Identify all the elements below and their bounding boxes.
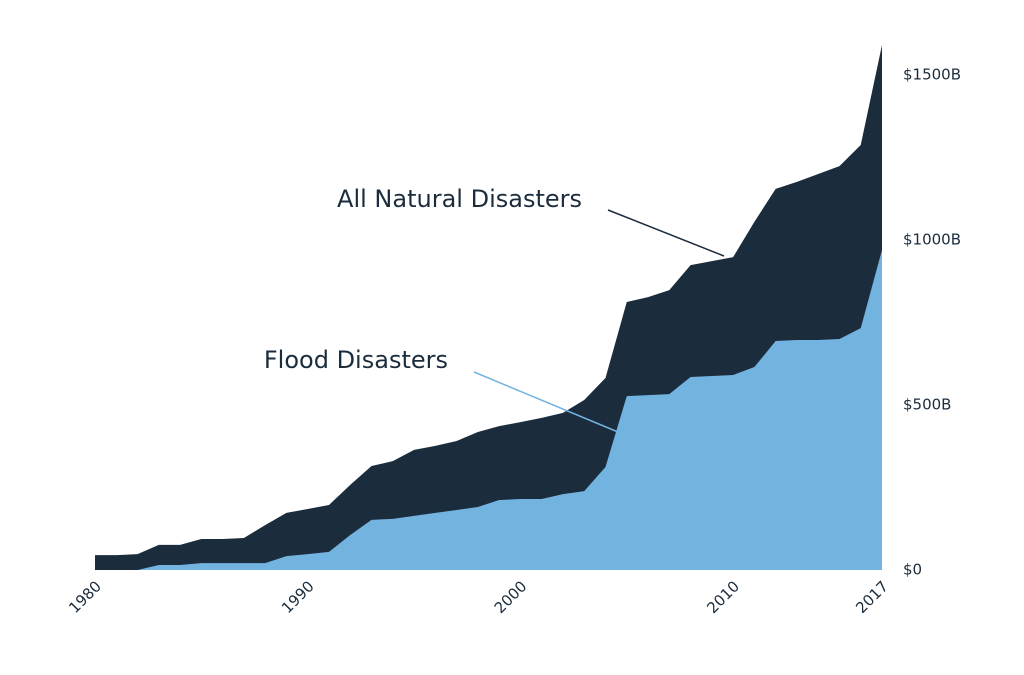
- x-tick-label: 2000: [491, 577, 531, 617]
- series-annotation: All Natural Disasters: [337, 185, 582, 213]
- y-tick-label: $1000B: [903, 231, 961, 249]
- y-tick-label: $0: [903, 561, 922, 579]
- y-tick-label: $1500B: [903, 66, 961, 84]
- y-tick-label: $500B: [903, 396, 951, 414]
- plot-area: [95, 44, 882, 571]
- series-annotation: Flood Disasters: [264, 346, 448, 374]
- x-tick-label: 1980: [65, 577, 105, 617]
- x-tick-label: 2017: [852, 577, 892, 617]
- leader-line: [473, 371, 619, 433]
- leader-line: [607, 209, 725, 257]
- series-area: [95, 249, 882, 570]
- x-tick-label: 1990: [278, 577, 318, 617]
- x-tick-label: 2010: [703, 577, 743, 617]
